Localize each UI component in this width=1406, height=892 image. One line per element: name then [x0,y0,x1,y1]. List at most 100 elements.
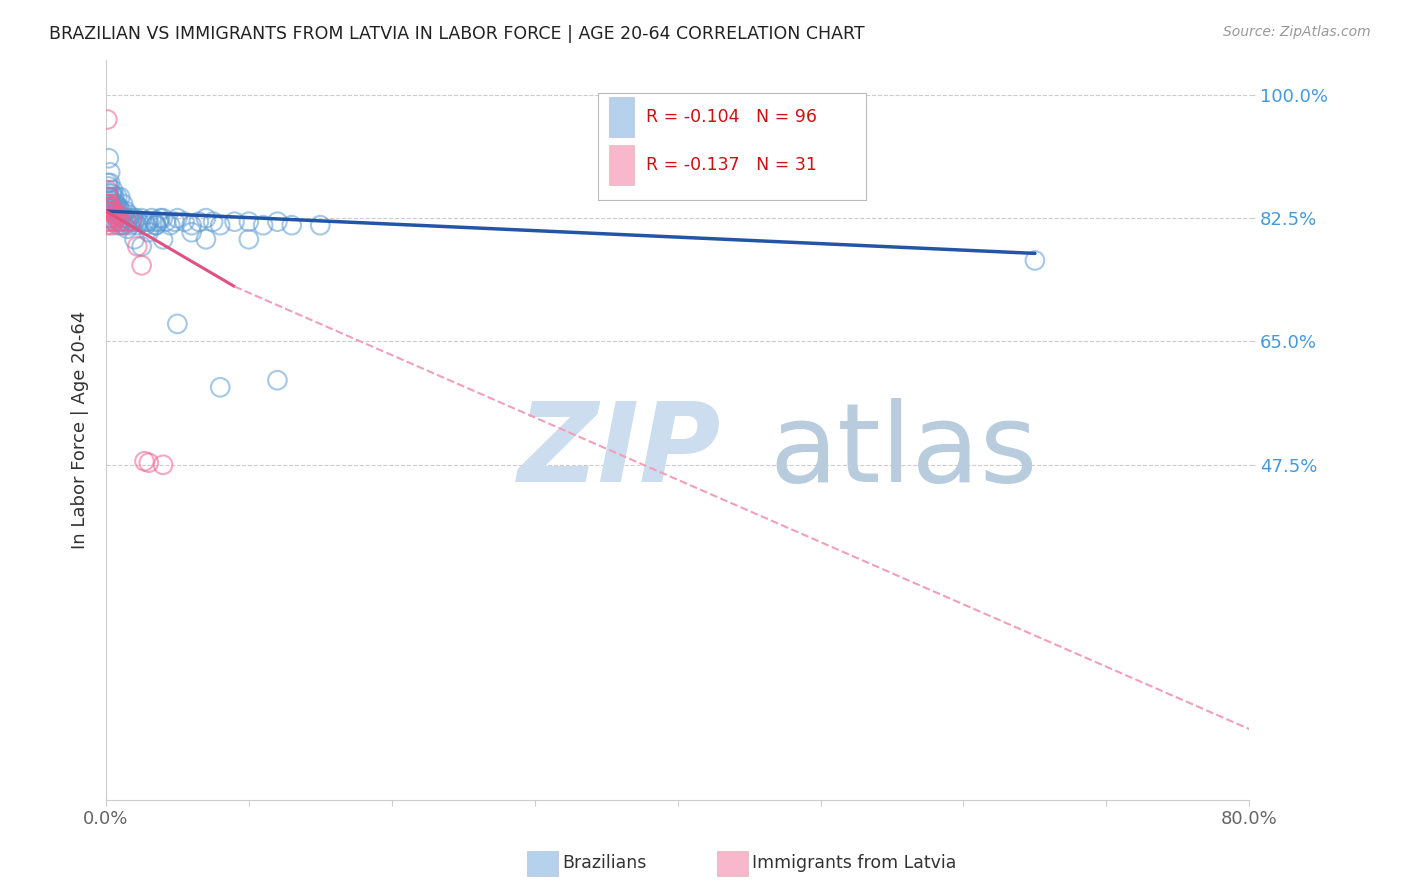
Point [107,201,129,215]
Point [138,456,160,470]
Point [152,232,174,246]
Point [96,215,118,229]
Point [100,186,122,201]
Point [104,211,127,226]
Point [98,197,121,211]
Point [125,211,148,226]
Point [166,317,188,331]
Point [100,201,122,215]
Point [98,190,121,204]
Point [103,201,125,215]
Point [100,211,122,226]
Text: Source: ZipAtlas.com: Source: ZipAtlas.com [1223,25,1371,39]
Point [105,201,128,215]
Point [98,165,121,179]
Point [97,201,120,215]
Point [117,215,139,229]
Point [120,218,142,232]
Point [104,197,127,211]
Point [105,208,128,222]
Point [134,454,156,468]
Point [1024,253,1046,268]
Text: atlas: atlas [769,398,1038,505]
Point [97,179,120,194]
Point [98,201,121,215]
Point [145,218,167,232]
Point [98,190,121,204]
Point [105,218,128,232]
Point [122,211,145,226]
Point [121,215,143,229]
Point [115,204,138,219]
Point [105,211,128,226]
Point [124,232,146,246]
Point [128,215,150,229]
Point [134,215,156,229]
Point [108,218,131,232]
Point [114,218,136,232]
Point [96,204,118,219]
FancyBboxPatch shape [598,93,866,200]
Point [131,239,153,253]
Point [280,218,302,232]
Point [138,215,160,229]
Point [97,197,120,211]
Point [131,258,153,272]
Point [107,208,129,222]
Text: R = -0.137   N = 31: R = -0.137 N = 31 [645,156,817,175]
Point [166,211,188,226]
Point [252,218,274,232]
Text: ZIP: ZIP [517,398,721,505]
Point [138,225,160,239]
Point [159,218,181,232]
Point [127,218,149,232]
Point [97,190,120,204]
Point [202,215,225,229]
Point [96,218,118,232]
Point [180,218,202,232]
Point [118,208,141,222]
Point [101,183,124,197]
Point [141,211,163,226]
Point [104,208,127,222]
Point [103,215,125,229]
Point [100,218,122,232]
Point [104,204,127,219]
Point [112,197,135,211]
Point [100,197,122,211]
Point [209,380,232,394]
Point [115,211,138,226]
Point [180,225,202,239]
Y-axis label: In Labor Force | Age 20-64: In Labor Force | Age 20-64 [72,310,89,549]
Point [101,204,124,219]
Point [121,215,143,229]
Point [238,215,260,229]
Point [101,215,124,229]
Point [98,201,121,215]
FancyBboxPatch shape [609,145,634,186]
Point [173,215,195,229]
Point [127,239,149,253]
Point [98,211,121,226]
FancyBboxPatch shape [609,96,634,137]
Point [96,197,118,211]
Point [107,201,129,215]
Point [309,218,332,232]
Point [98,176,121,190]
Point [101,190,124,204]
Point [111,215,134,229]
Point [97,215,120,229]
Point [101,201,124,215]
Point [103,208,125,222]
Point [135,218,157,232]
Point [118,211,141,226]
Point [152,211,174,226]
Point [97,211,120,226]
Point [101,204,124,219]
Point [224,215,246,229]
Text: Brazilians: Brazilians [562,855,647,872]
Point [266,373,288,387]
Point [145,218,167,232]
Point [100,194,122,208]
Point [97,190,120,204]
